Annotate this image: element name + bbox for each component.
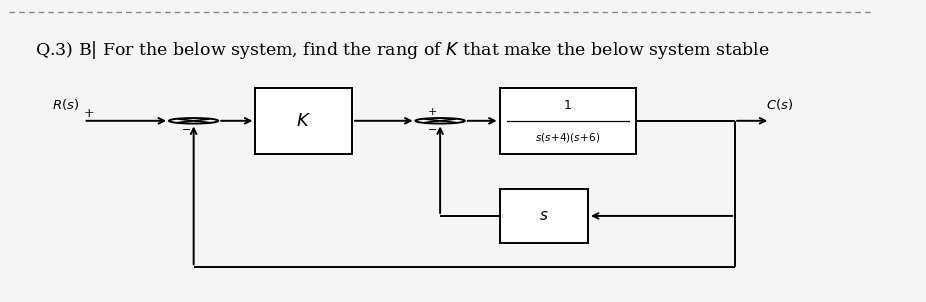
Text: +: + [428, 108, 437, 117]
Bar [499, 88, 636, 154]
Text: $s(s\!+\!4)(s\!+\!6)$: $s(s\!+\!4)(s\!+\!6)$ [535, 131, 600, 144]
Bar [256, 88, 352, 154]
Text: −: − [428, 125, 437, 135]
Ellipse shape [416, 118, 465, 124]
Text: $C(s)$: $C(s)$ [766, 97, 794, 112]
Text: $K$: $K$ [296, 112, 311, 130]
Text: −: − [181, 125, 191, 135]
Ellipse shape [169, 118, 219, 124]
Text: $s$: $s$ [539, 209, 549, 223]
Text: Q.3) B$\vert$ For the below system, find the rang of $K$ that make the below sys: Q.3) B$\vert$ For the below system, find… [35, 39, 770, 61]
Text: $R(s)$: $R(s)$ [52, 97, 80, 112]
Text: +: + [83, 107, 94, 120]
Bar [500, 189, 588, 243]
Text: $1$: $1$ [563, 99, 572, 112]
